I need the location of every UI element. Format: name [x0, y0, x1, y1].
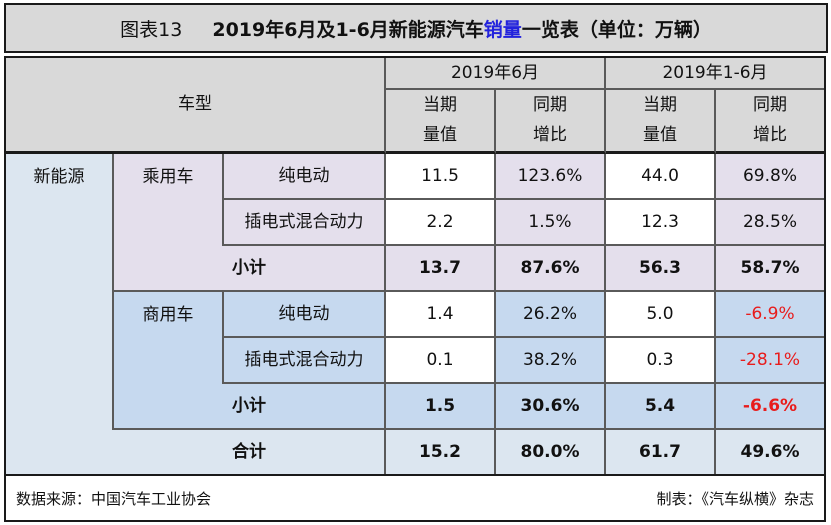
passenger-bev-label: 纯电动 — [224, 154, 386, 200]
header-jun-cur-value: 当期 量值 — [386, 90, 496, 154]
commercial-phev-h1-yoy: -28.1% — [716, 338, 824, 384]
passenger-phev-h1-yoy: 28.5% — [716, 200, 824, 246]
passenger-subtotal-jun-yoy: 87.6% — [496, 246, 606, 292]
commercial-phev-label: 插电式混合动力 — [224, 338, 386, 384]
title-main: 2019年6月及1-6月新能源汽车销量一览表（单位：万辆） — [212, 15, 711, 42]
header-line: 同期 — [533, 94, 567, 115]
commercial-subtotal-h1-val: 5.4 — [606, 384, 716, 430]
title-highlight: 销量 — [483, 18, 522, 41]
header-h1-yoy: 同期 增比 — [716, 90, 824, 154]
header-h1-cur-value: 当期 量值 — [606, 90, 716, 154]
passenger-phev-jun-val: 2.2 — [386, 200, 496, 246]
total-h1-val: 61.7 — [606, 430, 716, 474]
header-period-h1: 2019年1-6月 — [606, 58, 824, 90]
passenger-subtotal-label: 小计 — [114, 246, 386, 292]
passenger-subtotal-h1-yoy: 58.7% — [716, 246, 824, 292]
total-spacer — [6, 430, 114, 474]
commercial-subtotal-h1-yoy: -6.6% — [716, 384, 824, 430]
commercial-label: 商用车 — [114, 292, 224, 384]
passenger-phev-jun-yoy: 1.5% — [496, 200, 606, 246]
table-title: 图表13 2019年6月及1-6月新能源汽车销量一览表（单位：万辆） — [4, 3, 828, 53]
header-line: 当期 — [643, 94, 677, 115]
passenger-bev-h1-yoy: 69.8% — [716, 154, 824, 200]
category-nev: 新能源 — [6, 154, 114, 430]
header-vehicle-type: 车型 — [6, 58, 386, 154]
passenger-phev-label: 插电式混合动力 — [224, 200, 386, 246]
sales-table: 车型 2019年6月 2019年1-6月 当期量值 同期增比 当期量值 同期增比… — [4, 56, 826, 476]
header-line: 增比 — [533, 124, 567, 145]
header-line: 增比 — [753, 124, 787, 145]
commercial-phev-jun-yoy: 38.2% — [496, 338, 606, 384]
passenger-subtotal-jun-val: 13.7 — [386, 246, 496, 292]
total-h1-yoy: 49.6% — [716, 430, 824, 474]
passenger-label: 乘用车 — [114, 154, 224, 246]
table-credit: 制表：《汽车纵横》杂志 — [656, 489, 814, 508]
passenger-bev-jun-val: 11.5 — [386, 154, 496, 200]
title-suffix: 一览表（单位：万辆） — [521, 18, 712, 41]
commercial-bev-label: 纯电动 — [224, 292, 386, 338]
passenger-phev-h1-val: 12.3 — [606, 200, 716, 246]
commercial-subtotal-jun-val: 1.5 — [386, 384, 496, 430]
commercial-phev-jun-val: 0.1 — [386, 338, 496, 384]
total-jun-yoy: 80.0% — [496, 430, 606, 474]
passenger-subtotal-h1-val: 56.3 — [606, 246, 716, 292]
commercial-bev-jun-val: 1.4 — [386, 292, 496, 338]
title-prefix: 2019年6月及1-6月新能源汽车 — [212, 18, 484, 41]
header-line: 当期 — [423, 94, 457, 115]
data-source: 数据来源：中国汽车工业协会 — [16, 489, 212, 508]
header-period-june: 2019年6月 — [386, 58, 606, 90]
header-line: 同期 — [753, 94, 787, 115]
passenger-bev-h1-val: 44.0 — [606, 154, 716, 200]
commercial-subtotal-jun-yoy: 30.6% — [496, 384, 606, 430]
header-line: 量值 — [423, 124, 457, 145]
commercial-phev-h1-val: 0.3 — [606, 338, 716, 384]
header-line: 量值 — [643, 124, 677, 145]
header-jun-yoy: 同期 增比 — [496, 90, 606, 154]
figure-number: 图表13 — [120, 18, 183, 41]
passenger-bev-jun-yoy: 123.6% — [496, 154, 606, 200]
table-footer: 数据来源：中国汽车工业协会 制表：《汽车纵横》杂志 — [4, 476, 826, 522]
commercial-bev-jun-yoy: 26.2% — [496, 292, 606, 338]
commercial-bev-h1-val: 5.0 — [606, 292, 716, 338]
commercial-subtotal-label: 小计 — [114, 384, 386, 430]
commercial-bev-h1-yoy: -6.9% — [716, 292, 824, 338]
total-label: 合计 — [114, 430, 386, 474]
total-jun-val: 15.2 — [386, 430, 496, 474]
